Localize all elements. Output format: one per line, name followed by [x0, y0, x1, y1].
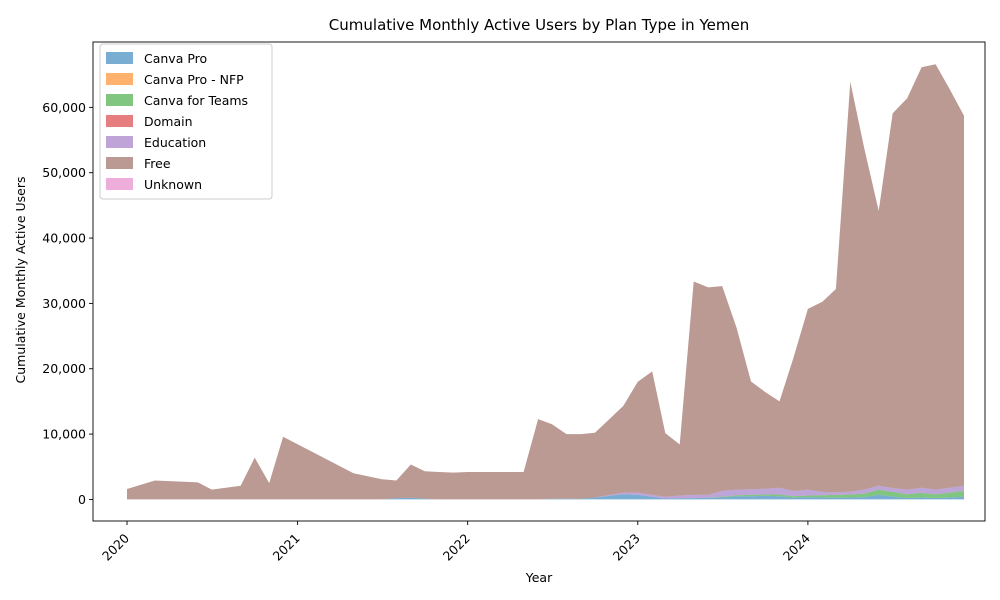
y-axis-ticks: 0 10,000 20,000 30,000 40,000 50,000 60,000 [42, 100, 93, 507]
y-tick-label: 30,000 [42, 296, 86, 311]
y-axis-label: Cumulative Monthly Active Users [13, 177, 28, 384]
plot-frame [92, 41, 986, 522]
legend-label: Canva Pro [144, 51, 207, 66]
legend-label: Unknown [144, 177, 202, 192]
area-canva-pro [127, 494, 964, 500]
legend-swatch [106, 52, 133, 64]
x-axis-label: Year [525, 570, 553, 585]
legend-box [99, 43, 273, 200]
x-tick-label: 2021 [270, 531, 303, 564]
y-tick-label: 10,000 [42, 427, 86, 442]
legend-swatch [106, 115, 133, 127]
y-tick-label: 50,000 [42, 165, 86, 180]
area-free [127, 64, 964, 500]
x-axis-ticks: 2020 2021 2022 2023 2024 [99, 521, 813, 564]
x-tick-label: 2024 [780, 530, 813, 563]
chart-title: Cumulative Monthly Active Users by Plan … [329, 16, 749, 34]
legend-label: Domain [144, 114, 193, 129]
x-tick-label: 2020 [99, 530, 132, 563]
legend-label: Canva for Teams [144, 93, 248, 108]
legend-swatch [106, 94, 133, 106]
y-tick-label: 40,000 [42, 231, 86, 246]
legend-label: Education [144, 135, 206, 150]
area-canva-for-teams [127, 489, 964, 500]
x-tick-label: 2023 [610, 531, 643, 564]
y-tick-label: 0 [78, 492, 86, 507]
legend-label: Free [144, 156, 171, 171]
y-tick-label: 60,000 [42, 100, 86, 115]
legend-swatch [106, 136, 133, 148]
area-layers [127, 64, 964, 500]
legend: Canva Pro Canva Pro - NFP Canva for Teams D… [99, 43, 273, 200]
legend-swatch [106, 178, 133, 190]
legend-swatch [106, 157, 133, 169]
area-education [127, 485, 964, 500]
x-tick-label: 2022 [440, 531, 473, 564]
legend-label: Canva Pro - NFP [144, 72, 244, 87]
y-tick-label: 20,000 [42, 361, 86, 376]
legend-swatch [106, 73, 133, 85]
